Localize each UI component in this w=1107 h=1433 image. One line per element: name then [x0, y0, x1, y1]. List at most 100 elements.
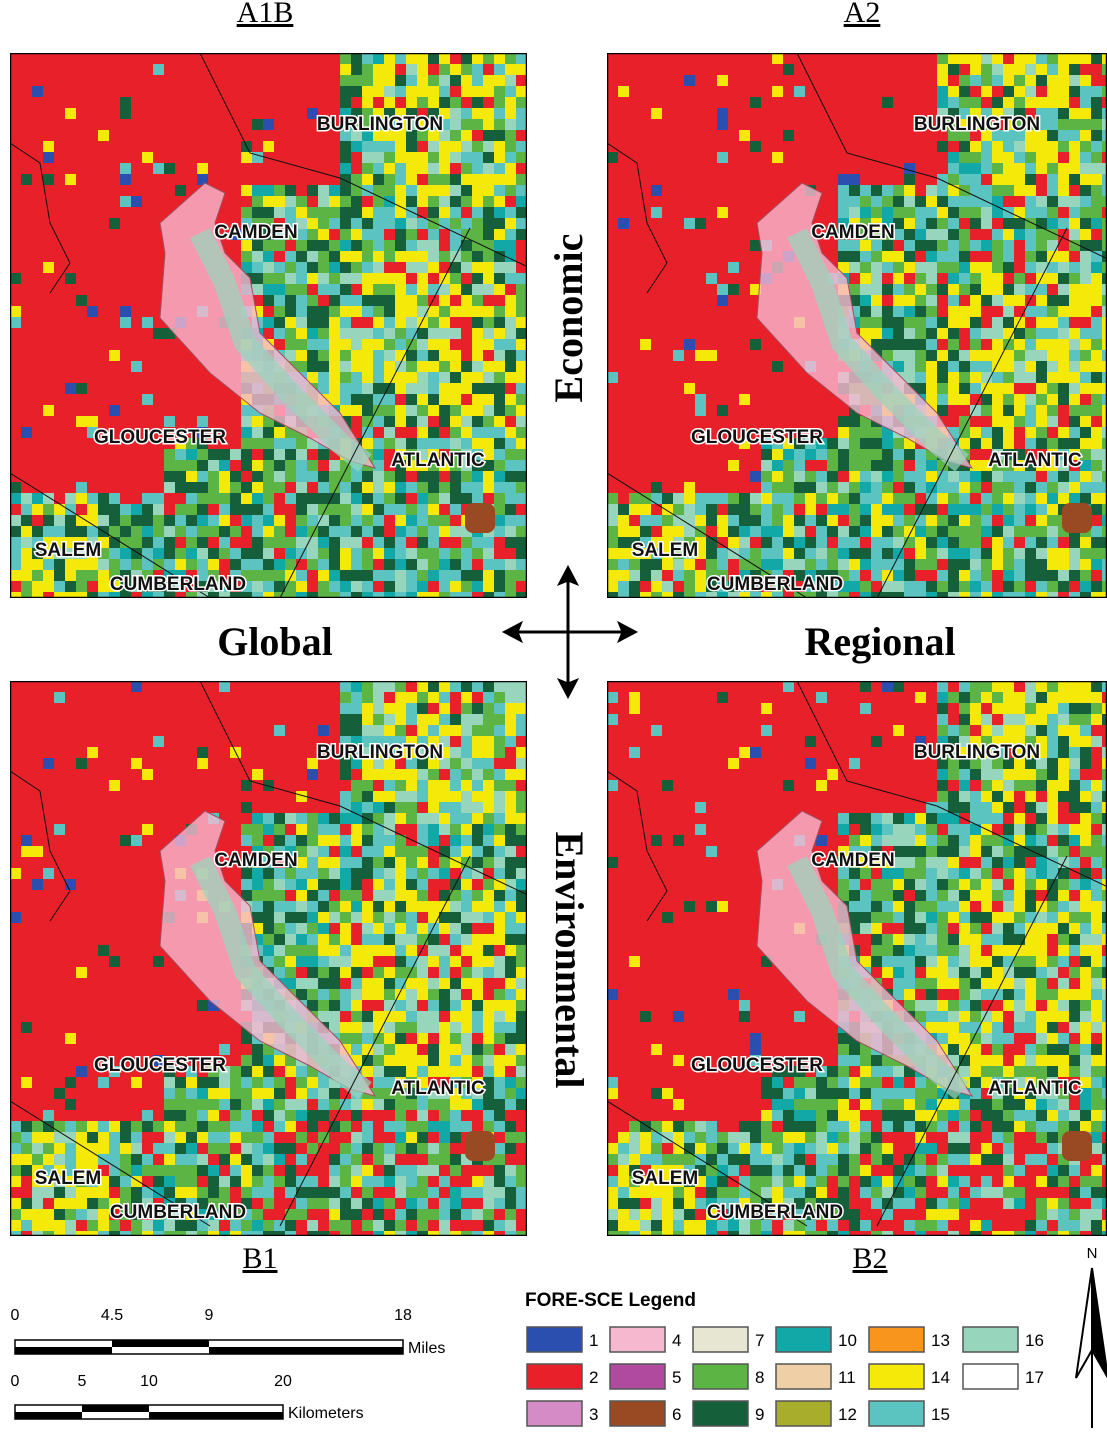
raster-cell: [274, 471, 285, 482]
raster-cell: [750, 152, 761, 163]
raster-cell: [65, 361, 76, 372]
raster-cell: [1036, 196, 1047, 207]
raster-cell: [10, 328, 21, 339]
raster-cell: [1036, 53, 1047, 64]
raster-cell: [65, 581, 76, 592]
raster-cell: [252, 449, 263, 460]
raster-cell: [640, 119, 651, 130]
raster-cell: [970, 570, 981, 581]
raster-cell: [252, 537, 263, 548]
raster-cell: [142, 692, 153, 703]
raster-cell: [629, 306, 640, 317]
raster-cell: [120, 383, 131, 394]
raster-cell: [219, 493, 230, 504]
raster-cell: [263, 119, 274, 130]
raster-cell: [607, 97, 618, 108]
raster-cell: [505, 537, 516, 548]
raster-cell: [142, 119, 153, 130]
raster-cell: [395, 64, 406, 75]
raster-cell: [494, 581, 505, 592]
raster-cell: [483, 75, 494, 86]
raster-cell: [65, 86, 76, 97]
raster-cell: [428, 725, 439, 736]
raster-cell: [285, 64, 296, 75]
raster-cell: [728, 405, 739, 416]
raster-cell: [1014, 53, 1025, 64]
raster-cell: [142, 273, 153, 284]
raster-cell: [893, 449, 904, 460]
raster-cell: [109, 273, 120, 284]
raster-cell: [54, 108, 65, 119]
raster-cell: [461, 328, 472, 339]
raster-cell: [882, 438, 893, 449]
raster-cell: [362, 141, 373, 152]
raster-cell: [98, 262, 109, 273]
raster-cell: [406, 692, 417, 703]
raster-cell: [197, 119, 208, 130]
raster-cell: [450, 218, 461, 229]
raster-cell: [186, 736, 197, 747]
raster-cell: [772, 361, 783, 372]
raster-cell: [417, 328, 428, 339]
raster-cell: [849, 251, 860, 262]
raster-cell: [87, 108, 98, 119]
raster-cell: [937, 152, 948, 163]
raster-cell: [618, 405, 629, 416]
raster-cell: [450, 427, 461, 438]
raster-cell: [926, 339, 937, 350]
raster-cell: [505, 581, 516, 592]
raster-cell: [208, 526, 219, 537]
raster-cell: [739, 482, 750, 493]
raster-cell: [120, 372, 131, 383]
raster-cell: [285, 692, 296, 703]
raster-cell: [673, 108, 684, 119]
raster-cell: [120, 681, 131, 692]
raster-cell: [384, 416, 395, 427]
raster-cell: [417, 240, 428, 251]
raster-cell: [629, 185, 640, 196]
raster-cell: [948, 240, 959, 251]
raster-cell: [21, 449, 32, 460]
raster-cell: [87, 681, 98, 692]
raster-cell: [186, 471, 197, 482]
raster-cell: [805, 416, 816, 427]
raster-cell: [76, 262, 87, 273]
raster-cell: [871, 119, 882, 130]
raster-cell: [362, 163, 373, 174]
raster-cell: [673, 273, 684, 284]
raster-cell: [32, 570, 43, 581]
raster-cell: [164, 548, 175, 559]
raster-cell: [461, 482, 472, 493]
raster-cell: [175, 361, 186, 372]
raster-cell: [505, 416, 516, 427]
raster-cell: [970, 427, 981, 438]
raster-cell: [1036, 75, 1047, 86]
raster-cell: [340, 383, 351, 394]
raster-cell: [1080, 482, 1091, 493]
raster-cell: [1080, 229, 1091, 240]
raster-cell: [505, 141, 516, 152]
raster-cell: [1080, 559, 1091, 570]
raster-cell: [1069, 493, 1080, 504]
raster-cell: [1025, 174, 1036, 185]
raster-cell: [208, 493, 219, 504]
raster-cell: [516, 86, 527, 97]
raster-cell: [439, 427, 450, 438]
raster-cell: [120, 747, 131, 758]
raster-cell: [904, 218, 915, 229]
raster-cell: [296, 207, 307, 218]
raster-cell: [76, 372, 87, 383]
raster-cell: [937, 570, 948, 581]
raster-cell: [761, 449, 772, 460]
raster-cell: [618, 317, 629, 328]
raster-cell: [230, 537, 241, 548]
raster-cell: [992, 75, 1003, 86]
raster-cell: [1003, 394, 1014, 405]
raster-cell: [739, 449, 750, 460]
raster-cell: [1014, 515, 1025, 526]
raster-cell: [1080, 240, 1091, 251]
raster-cell: [827, 207, 838, 218]
raster-cell: [483, 53, 494, 64]
raster-cell: [263, 196, 274, 207]
raster-cell: [483, 427, 494, 438]
